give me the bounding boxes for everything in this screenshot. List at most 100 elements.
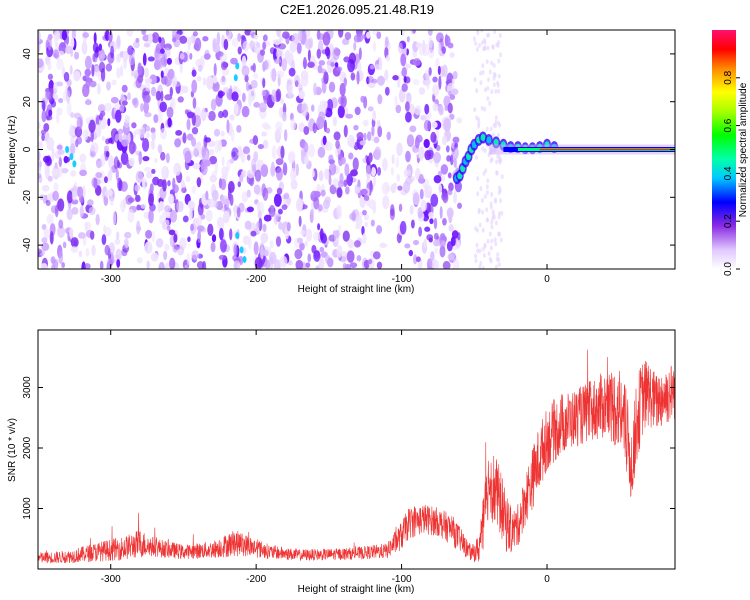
noise-blob: [205, 190, 209, 201]
noise-blob: [184, 264, 189, 269]
noise-blob: [48, 109, 53, 117]
noise-blob: [301, 103, 309, 117]
noise-blob: [447, 102, 453, 114]
noise-blob: [405, 111, 412, 123]
noise-blob: [261, 131, 267, 137]
noise-blob: [93, 177, 98, 190]
noise-blob: [347, 58, 356, 73]
noise-blob: [483, 106, 487, 112]
noise-blob: [405, 169, 412, 176]
noise-blob: [297, 237, 303, 244]
spectrogram-x-label: Height of straight line (km): [298, 284, 415, 295]
noise-blob: [347, 239, 354, 249]
noise-blob: [448, 224, 454, 232]
noise-blob: [166, 106, 174, 119]
noise-blob: [353, 124, 359, 131]
noise-blob: [46, 137, 55, 151]
noise-blob: [400, 53, 407, 67]
noise-blob: [308, 143, 315, 158]
noise-blob: [78, 232, 86, 239]
noise-blob: [367, 75, 374, 85]
noise-blob: [144, 94, 151, 104]
noise-blob: [130, 70, 135, 77]
noise-blob: [177, 245, 185, 256]
noise-blob: [257, 260, 264, 268]
noise-blob: [109, 167, 113, 178]
noise-blob: [41, 237, 48, 244]
noise-blob: [184, 150, 192, 164]
noise-blob: [246, 154, 251, 161]
noise-blob: [486, 96, 490, 102]
noise-blob: [244, 30, 252, 36]
noise-blob: [263, 214, 272, 222]
noise-blob: [63, 155, 69, 164]
noise-blob: [273, 39, 282, 46]
noise-blob: [414, 105, 422, 116]
noise-blob: [41, 223, 47, 231]
noise-blob: [164, 262, 171, 269]
noise-blob: [476, 30, 480, 36]
noise-blob: [241, 65, 250, 77]
noise-blob: [100, 153, 106, 167]
noise-blob: [497, 257, 501, 263]
x-tick-label: 0: [544, 274, 550, 285]
noise-blob: [428, 36, 433, 49]
noise-blob: [317, 204, 323, 212]
noise-blob: [492, 214, 496, 220]
noise-blob: [236, 125, 242, 133]
noise-blob: [404, 63, 412, 69]
noise-blob: [192, 162, 201, 170]
noise-blob: [349, 262, 358, 269]
noise-blob: [137, 62, 142, 76]
noise-blob: [69, 65, 73, 75]
noise-blob: [204, 137, 212, 143]
noise-blob: [365, 31, 371, 39]
noise-blob: [362, 209, 367, 216]
noise-blob: [202, 77, 207, 86]
noise-blob: [89, 80, 97, 88]
streak-blob: [235, 232, 240, 240]
noise-blob: [90, 129, 94, 143]
noise-blob: [233, 102, 239, 116]
noise-blob: [218, 110, 224, 119]
noise-blob: [104, 102, 112, 112]
noise-blob: [260, 164, 269, 177]
noise-blob: [450, 154, 454, 166]
noise-blob: [373, 136, 380, 144]
noise-blob: [160, 151, 166, 161]
noise-blob: [448, 182, 454, 192]
noise-blob: [233, 262, 238, 269]
noise-blob: [41, 242, 50, 251]
colorbar-tick-label: 0.8: [723, 70, 734, 84]
x-tick-label: -300: [101, 574, 121, 585]
noise-blob: [66, 102, 72, 116]
noise-blob: [296, 198, 303, 212]
noise-blob: [205, 209, 213, 222]
noise-blob: [261, 89, 267, 97]
noise-blob: [143, 100, 150, 114]
noise-blob: [203, 159, 211, 167]
noise-blob: [70, 246, 79, 253]
noise-blob: [406, 36, 410, 43]
noise-blob: [253, 101, 261, 108]
noise-blob: [486, 32, 490, 38]
noise-blob: [413, 254, 418, 265]
noise-blob: [254, 33, 259, 40]
noise-blob: [158, 36, 162, 44]
spectrogram-y-axis: -40 -20 0 20 40: [22, 48, 675, 252]
noise-blob: [477, 42, 481, 48]
noise-blob: [372, 251, 381, 260]
noise-blob: [412, 78, 420, 86]
noise-blob: [303, 141, 309, 153]
noise-blob: [363, 96, 368, 109]
signal-blob: [493, 138, 499, 146]
noise-blob: [71, 199, 79, 205]
noise-blob: [246, 169, 255, 179]
noise-blob: [478, 264, 482, 269]
noise-blob: [99, 260, 104, 269]
colorbar-tick-label: 0.6: [723, 118, 734, 132]
noise-blob: [313, 190, 321, 198]
noise-blob: [61, 262, 66, 268]
noise-blob: [196, 177, 202, 188]
noise-blob: [38, 150, 41, 161]
